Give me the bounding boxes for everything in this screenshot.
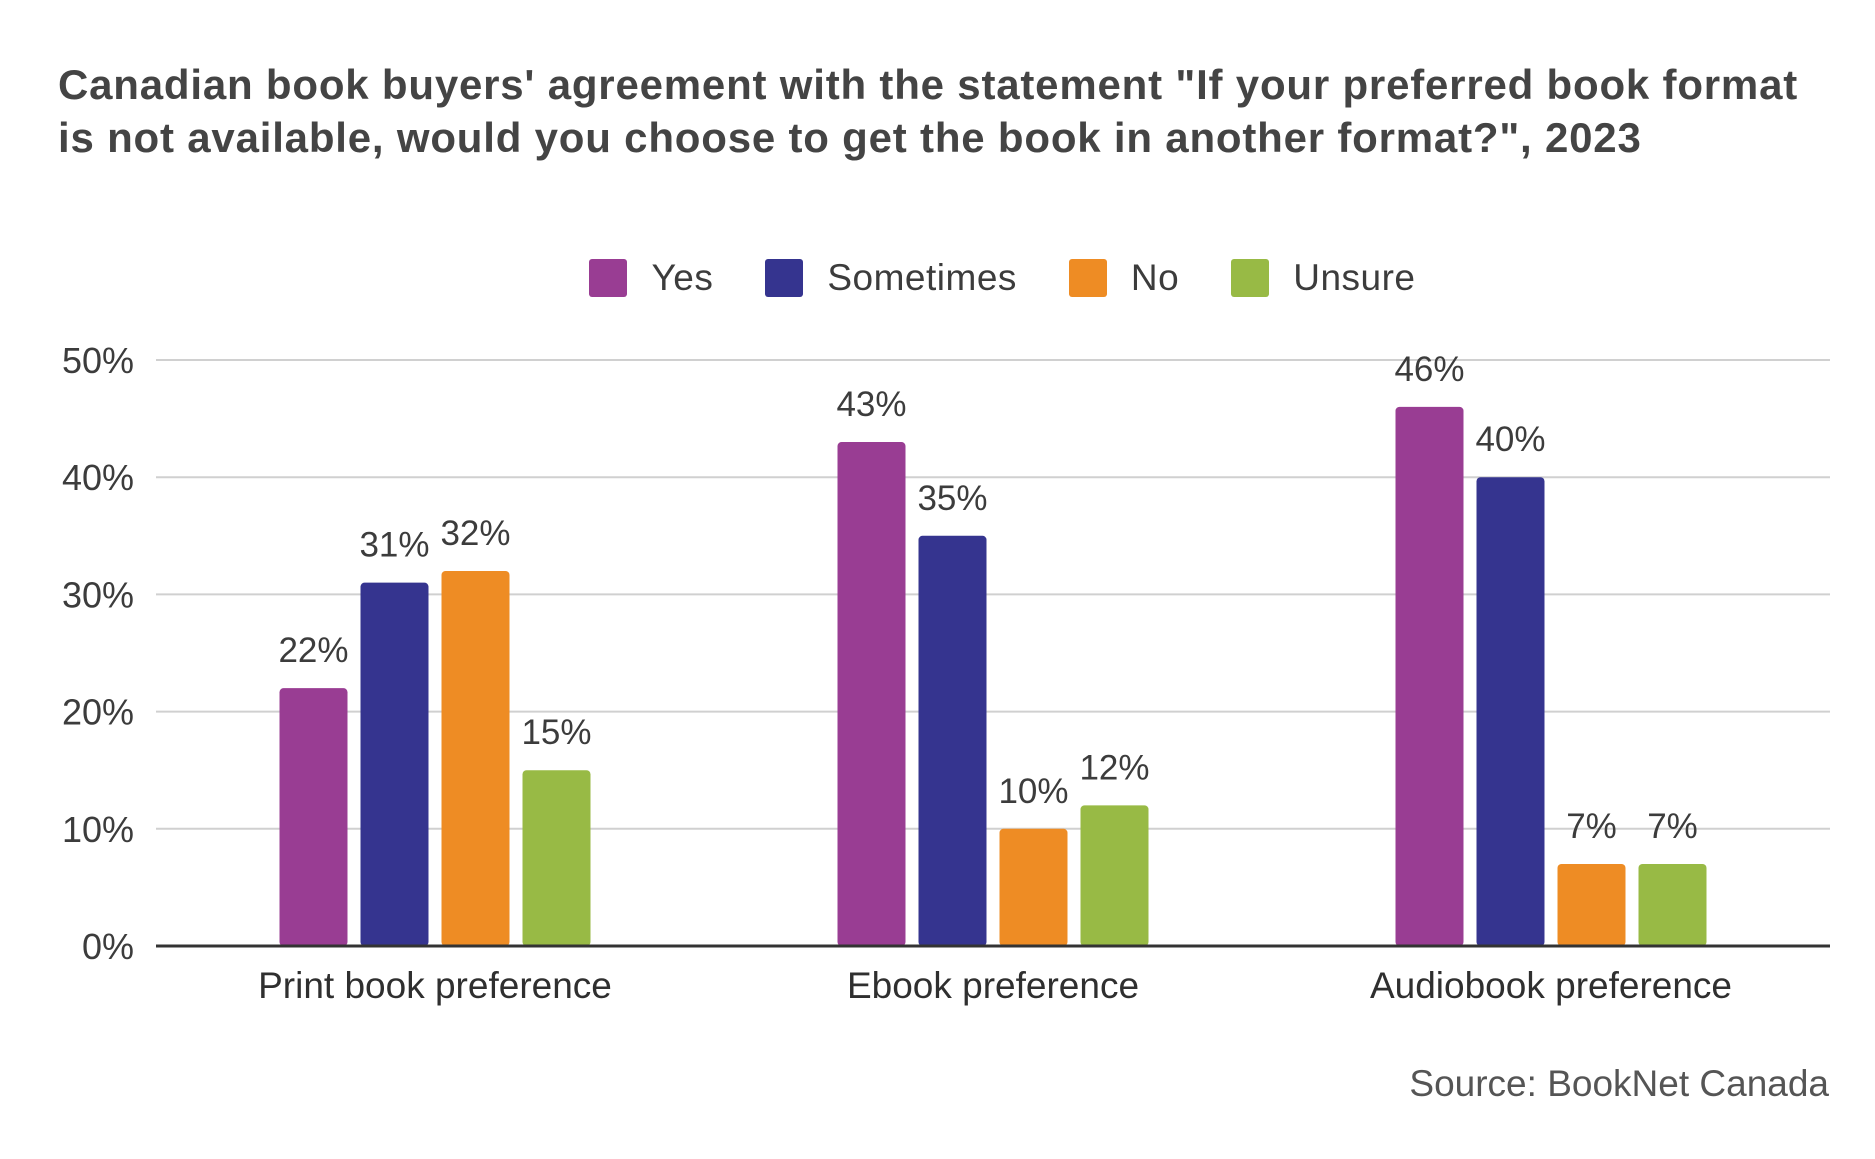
bar-yes [1395, 406, 1464, 946]
source-note: Source: BookNet Canada [1409, 1063, 1829, 1104]
bar-no [441, 570, 510, 946]
data-label: 22% [278, 631, 348, 670]
bar-yes [279, 688, 348, 946]
y-tick-label: 10% [62, 809, 134, 850]
bar-unsure [1080, 805, 1149, 946]
legend-item-sometimes: Sometimes [765, 257, 1017, 299]
legend-swatch [589, 259, 628, 297]
data-label: 15% [521, 713, 591, 752]
y-tick-label: 40% [62, 457, 134, 498]
data-label: 31% [359, 526, 429, 565]
data-label: 32% [440, 514, 510, 553]
y-tick-label: 50% [62, 340, 134, 381]
bar-no [999, 828, 1068, 946]
legend-label: Sometimes [827, 257, 1017, 298]
y-tick-label: 30% [62, 574, 134, 615]
legend-swatch [1231, 259, 1270, 297]
data-label: 12% [1079, 748, 1149, 787]
x-tick-label: Print book preference [258, 965, 612, 1006]
data-label: 7% [1566, 807, 1617, 846]
legend-item-unsure: Unsure [1231, 257, 1415, 299]
y-tick-label: 20% [62, 692, 134, 733]
x-tick-label: Ebook preference [847, 965, 1139, 1006]
legend-swatch [1068, 259, 1107, 297]
bar-unsure [522, 770, 591, 946]
data-label: 43% [836, 385, 906, 424]
data-label: 10% [998, 772, 1068, 811]
legend-item-yes: Yes [589, 257, 713, 299]
x-tick-label: Audiobook preference [1370, 965, 1732, 1006]
data-label: 7% [1647, 807, 1698, 846]
chart-title: Canadian book buyers' agreement with the… [58, 61, 1799, 161]
legend-swatch [765, 259, 804, 297]
legend-label: No [1130, 257, 1180, 298]
legend-item-no: No [1068, 257, 1180, 299]
bar-unsure [1638, 863, 1707, 946]
bar-sometimes [360, 582, 429, 946]
bar-sometimes [918, 535, 987, 946]
data-label: 35% [917, 479, 987, 518]
y-tick-label: 0% [82, 926, 134, 967]
legend-label: Unsure [1293, 257, 1416, 298]
bar-yes [837, 442, 906, 946]
bar-sometimes [1476, 477, 1545, 946]
data-label: 40% [1475, 420, 1545, 459]
chart-legend: Yes Sometimes No Unsure [0, 250, 1875, 306]
data-label: 46% [1394, 350, 1464, 389]
legend-label: Yes [651, 257, 714, 298]
bar-no [1557, 863, 1626, 946]
